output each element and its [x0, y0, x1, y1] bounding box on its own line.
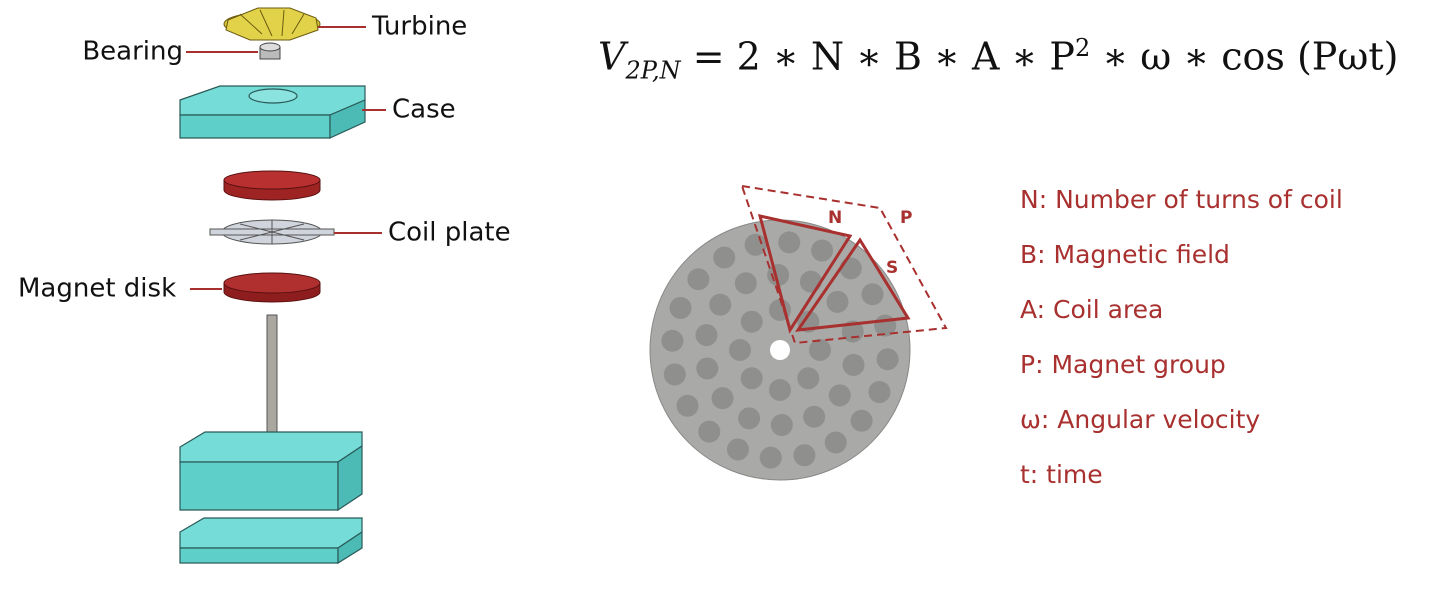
magnet-spot	[744, 233, 767, 256]
eq-part: V	[598, 34, 626, 79]
magnet-spot	[811, 239, 834, 262]
magnet-spot	[696, 357, 719, 380]
magnet-spot	[850, 409, 873, 432]
magnet-spot	[740, 310, 763, 333]
legend-item: ω: Angular velocity	[1020, 405, 1261, 434]
magnet-spot	[868, 381, 891, 404]
magnet-spot	[661, 329, 684, 352]
magnet-disk	[223, 272, 321, 303]
magnet-spot	[824, 431, 847, 454]
magnet-spot	[740, 367, 763, 390]
base	[179, 431, 363, 565]
magnet-spot	[698, 420, 721, 443]
legend-item: A: Coil area	[1020, 295, 1164, 324]
magnet-spot	[759, 446, 782, 469]
magnet-spot	[729, 339, 751, 361]
magnet-spot	[769, 379, 791, 401]
group-box	[740, 184, 948, 345]
eq-part: 2	[1074, 34, 1091, 62]
coil-n	[757, 214, 853, 334]
magnet-spot	[738, 407, 761, 430]
legend-item: B: Magnetic field	[1020, 240, 1230, 269]
magnet-spot	[839, 257, 862, 280]
legend: N: Number of turns of coil B: Magnetic f…	[1020, 172, 1343, 502]
disk	[223, 170, 321, 201]
shaft	[266, 314, 278, 436]
eq-part: ∗ ω ∗ cos (Pωt)	[1102, 34, 1399, 79]
legend-item: P: Magnet group	[1020, 350, 1226, 379]
magnet-spot	[809, 339, 831, 361]
eq-part: 2P,N	[625, 56, 681, 85]
magnet-spot	[826, 290, 849, 313]
magnet-spot	[770, 413, 793, 436]
magnet-spot	[726, 438, 749, 461]
magnet-spot	[711, 387, 734, 410]
magnet-spot	[687, 268, 710, 291]
magnet-spot	[797, 367, 820, 390]
magnet-spot	[669, 296, 692, 319]
case	[179, 85, 366, 139]
magnet-spot	[778, 231, 801, 254]
magnet-spot	[793, 444, 816, 467]
legend-item: t: time	[1020, 460, 1103, 489]
magnet-spot	[713, 246, 736, 269]
part-label: Turbine	[371, 12, 467, 42]
magnet-spot	[676, 394, 699, 417]
eq-part: = 2 ∗ N ∗ B ∗ A ∗ P	[692, 34, 1075, 79]
magnet-spot	[734, 272, 757, 295]
part-label: Bearing	[82, 37, 183, 67]
magnet-spot	[709, 293, 732, 316]
magnet-spot	[803, 405, 826, 428]
bearing	[259, 42, 281, 60]
part-label: Coil plate	[388, 218, 511, 248]
coil-s	[794, 237, 911, 332]
disk-label: P	[900, 208, 912, 228]
disk-label: N	[828, 208, 842, 228]
magnet-spot	[842, 353, 865, 376]
part-label: Case	[392, 95, 456, 125]
coil-plate	[209, 219, 335, 245]
part-label: Magnet disk	[18, 274, 176, 304]
disk-label: S	[886, 258, 898, 278]
magnet-spot	[876, 348, 899, 371]
equation: V2P,N = 2 ∗ N ∗ B ∗ A ∗ P2 ∗ ω ∗ cos (Pω…	[598, 34, 1398, 84]
magnet-spot	[828, 384, 851, 407]
hole	[770, 340, 790, 360]
magnet-spot	[799, 270, 822, 293]
magnet-spot	[663, 363, 686, 386]
turbine	[223, 7, 321, 41]
legend-item: N: Number of turns of coil	[1020, 185, 1343, 214]
magnet-spot	[861, 283, 884, 306]
magnet-spot	[695, 324, 718, 347]
